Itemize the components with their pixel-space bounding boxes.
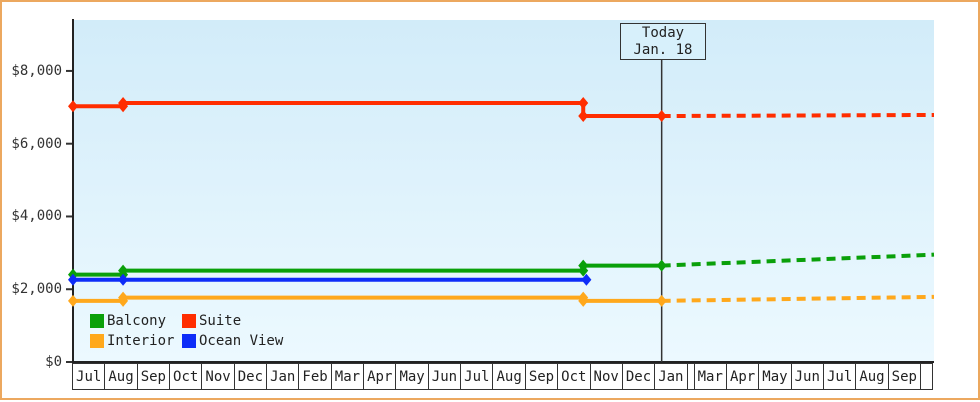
legend-swatch-icon bbox=[90, 313, 104, 328]
data-point-diamond bbox=[656, 294, 667, 307]
legend-item-balcony: Balcony bbox=[90, 312, 182, 329]
month-cell-jan: Jan bbox=[267, 364, 300, 389]
legend-item-interior: Interior bbox=[90, 332, 182, 349]
month-cell-oct: Oct bbox=[170, 364, 203, 389]
month-cell-jun: Jun bbox=[792, 364, 824, 389]
today-annotation: Today Jan. 18 bbox=[620, 23, 706, 60]
data-point-diamond bbox=[581, 273, 592, 286]
data-point-diamond bbox=[118, 273, 129, 286]
month-cell-dec: Dec bbox=[235, 364, 268, 389]
plot-background bbox=[74, 20, 934, 361]
month-cell-jul: Jul bbox=[461, 364, 494, 389]
data-point-diamond bbox=[656, 259, 667, 272]
month-cell-blank bbox=[921, 364, 932, 389]
month-cell-sep: Sep bbox=[526, 364, 559, 389]
month-cell-nov: Nov bbox=[591, 364, 623, 389]
month-cell-aug: Aug bbox=[105, 364, 138, 389]
series-line-balcony bbox=[73, 263, 662, 277]
data-point-diamond bbox=[656, 110, 667, 123]
month-cell-blank bbox=[688, 364, 695, 389]
data-point-diamond bbox=[578, 96, 589, 109]
y-axis-label: $2,000 bbox=[11, 281, 62, 298]
data-point-diamond bbox=[578, 110, 589, 123]
legend-swatch-icon bbox=[90, 333, 104, 348]
y-axis-label: $4,000 bbox=[11, 208, 62, 225]
month-cell-may: May bbox=[759, 364, 792, 389]
month-cell-jun: Jun bbox=[429, 364, 462, 389]
legend-item-ocean-view: Ocean View bbox=[182, 332, 283, 349]
legend: Balcony Suite Interior Ocean View bbox=[90, 312, 283, 349]
legend-label: Interior bbox=[107, 332, 175, 349]
month-cell-oct: Oct bbox=[558, 364, 591, 389]
series-line-interior bbox=[73, 295, 662, 303]
data-point-diamond bbox=[578, 259, 589, 272]
month-cell-feb: Feb bbox=[299, 364, 332, 389]
today-date: Jan. 18 bbox=[633, 41, 693, 58]
month-cell-dec: Dec bbox=[623, 364, 656, 389]
y-axis-label: $0 bbox=[45, 354, 62, 370]
legend-label: Ocean View bbox=[199, 332, 284, 349]
data-point-diamond bbox=[578, 294, 589, 307]
month-cell-jul: Jul bbox=[824, 364, 857, 389]
data-point-diamond bbox=[68, 294, 78, 307]
series-line-suite bbox=[73, 100, 662, 119]
series-projection-balcony bbox=[661, 252, 935, 268]
today-label: Today bbox=[641, 24, 685, 41]
month-cell-mar: Mar bbox=[695, 364, 727, 389]
y-axis-label: $6,000 bbox=[11, 135, 62, 152]
month-cell-aug: Aug bbox=[856, 364, 889, 389]
data-point-diamond bbox=[118, 264, 129, 277]
legend-swatch-icon bbox=[182, 333, 196, 348]
month-cell-sep: Sep bbox=[889, 364, 921, 389]
month-cell-may: May bbox=[396, 364, 429, 389]
legend-label: Suite bbox=[199, 312, 242, 329]
legend-swatch-icon bbox=[182, 313, 196, 328]
data-point-diamond bbox=[68, 100, 78, 113]
month-cell-jul: Jul bbox=[73, 364, 106, 389]
data-point-diamond bbox=[118, 291, 129, 304]
data-point-diamond bbox=[68, 273, 78, 286]
month-cell-sep: Sep bbox=[138, 364, 171, 389]
month-cell-aug: Aug bbox=[493, 364, 526, 389]
legend-item-suite: Suite bbox=[182, 312, 283, 329]
month-cell-apr: Apr bbox=[364, 364, 397, 389]
series-projection-suite bbox=[661, 112, 935, 119]
month-cell-apr: Apr bbox=[727, 364, 760, 389]
series-projection-interior bbox=[661, 294, 935, 303]
x-axis-month-row: Jul Aug Sep Oct Nov Dec Jan Feb Mar Apr May Jun Jul A… bbox=[72, 363, 933, 390]
y-axis-label: $8,000 bbox=[11, 62, 62, 79]
month-cell-mar: Mar bbox=[332, 364, 365, 389]
legend-label: Balcony bbox=[107, 312, 167, 329]
data-point-diamond bbox=[118, 96, 129, 109]
month-cell-jan: Jan bbox=[655, 364, 688, 389]
month-cell-nov: Nov bbox=[202, 364, 235, 389]
